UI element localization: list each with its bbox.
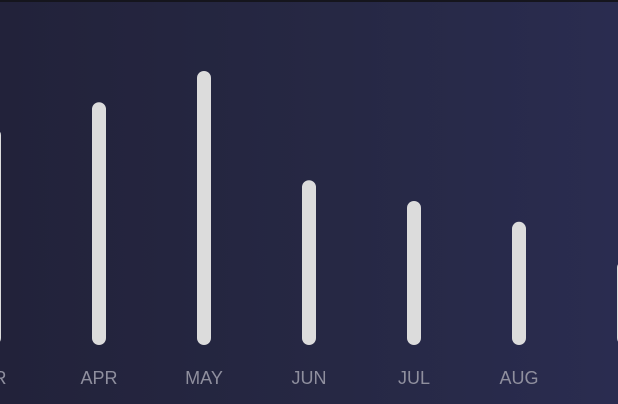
x-tick-label-mar: AR [0, 368, 7, 388]
bar-mar [0, 131, 1, 342]
x-tick-label-aug: AUG [499, 368, 538, 388]
bar-aug [512, 221, 526, 345]
x-tick-label-jul: JUL [398, 368, 430, 388]
bar-jul [407, 201, 421, 345]
bar-may [197, 71, 211, 345]
x-tick-label-may: MAY [185, 368, 223, 388]
bar-jun [302, 180, 316, 345]
x-tick-label-jun: JUN [292, 368, 327, 388]
x-tick-label-apr: APR [80, 368, 117, 388]
bar-apr [92, 102, 106, 345]
